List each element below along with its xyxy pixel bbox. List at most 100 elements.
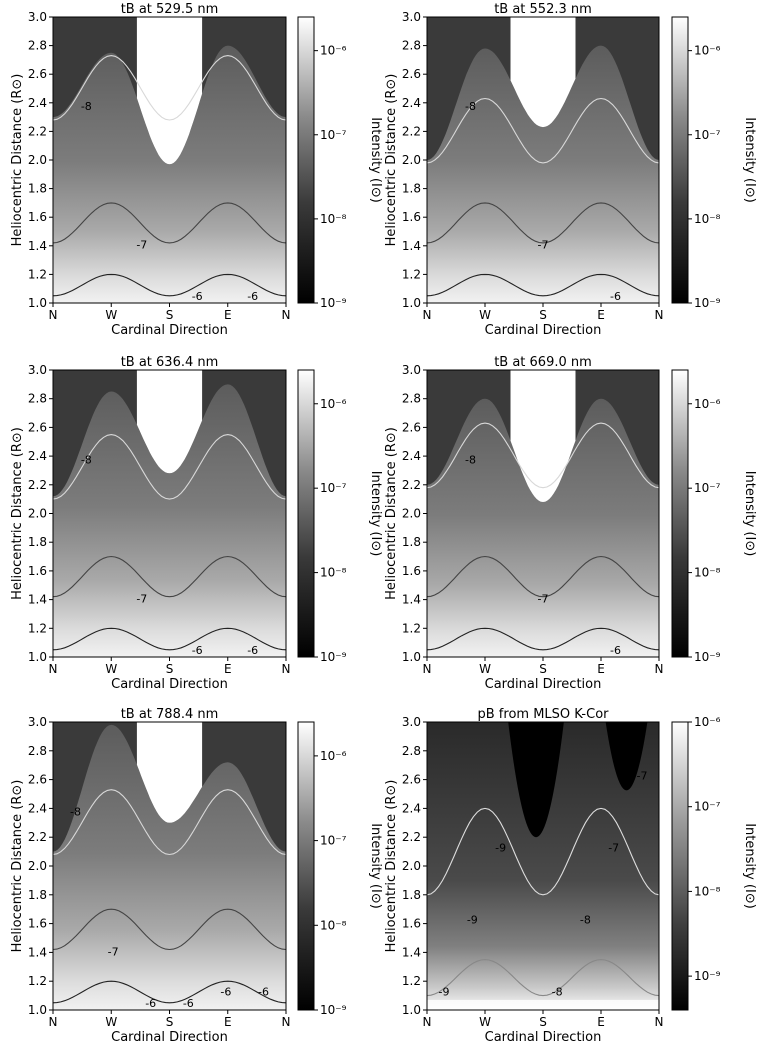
- x-tick-label: N: [49, 662, 58, 676]
- y-axis-label: Heliocentric Distance (R⊙): [10, 74, 25, 247]
- field-region: [427, 398, 659, 657]
- x-tick-label: N: [655, 662, 664, 676]
- x-tick-label: S: [539, 308, 547, 322]
- chart-title: tB at 788.4 nm: [121, 707, 219, 722]
- y-tick-label: 2.0: [28, 859, 47, 873]
- x-tick-label: N: [282, 662, 291, 676]
- contour-label: -7: [108, 945, 119, 958]
- y-tick-label: 2.6: [28, 773, 47, 787]
- y-tick-label: 1.6: [28, 564, 47, 578]
- x-tick-label: E: [224, 662, 232, 676]
- chart-panel-6: -9 -9 -9 -9 -8 -8 -7 -7 pB from MLSO K-Cor 1.0 1.2…: [384, 707, 757, 1045]
- y-axis-label: Heliocentric Distance (R⊙): [10, 780, 25, 953]
- x-tick-label: E: [224, 1015, 232, 1029]
- colorbar-tick-label: 10⁻⁸: [694, 212, 721, 226]
- x-axis-label: Cardinal Direction: [111, 677, 228, 692]
- y-tick-label: 2.0: [28, 153, 47, 167]
- contour-line: [52, 789, 287, 856]
- colorbar-tick-label: 10⁻⁹: [320, 650, 347, 664]
- colorbar-tick-label: 10⁻⁷: [320, 128, 347, 142]
- contour-line: [52, 273, 287, 297]
- y-tick-label: 1.6: [402, 210, 421, 224]
- colorbar: [671, 721, 689, 1011]
- x-tick-label: E: [597, 662, 605, 676]
- contour-label: -6: [183, 997, 194, 1010]
- y-tick-label: 1.8: [402, 888, 421, 902]
- x-tick-label: S: [539, 1015, 547, 1029]
- contour-label: -8: [465, 100, 476, 113]
- contour-label: -6: [192, 644, 203, 657]
- x-tick-label: N: [282, 308, 291, 322]
- y-tick-label: 1.8: [28, 182, 47, 196]
- contour-line: [52, 908, 287, 951]
- y-tick-label: 2.6: [402, 420, 421, 434]
- contour-line: [426, 202, 660, 244]
- colorbar-tick-label: 10⁻⁶: [320, 397, 347, 411]
- contour-line: [426, 97, 660, 164]
- contour-line: [52, 627, 287, 651]
- chart-panel-4: -8 -7 -6 tB at 669.0 nm 1.0 1.2 1.4 1.6 1.8 2.0 2.…: [384, 355, 757, 692]
- colorbar-tick-label: 10⁻⁹: [320, 1003, 347, 1017]
- contour-line: [52, 434, 287, 500]
- y-tick-label: 2.8: [402, 744, 421, 758]
- y-tick-label: 3.0: [28, 363, 47, 377]
- y-tick-label: 3.0: [402, 363, 421, 377]
- colorbar-label: Intensity (I⊙): [368, 823, 383, 909]
- x-axis-label: Cardinal Direction: [111, 323, 228, 338]
- y-tick-label: 1.6: [402, 917, 421, 931]
- contour-label: -8: [81, 453, 92, 466]
- contour-label: -9: [439, 986, 450, 999]
- y-tick-label: 2.2: [28, 478, 47, 492]
- y-tick-label: 2.0: [28, 507, 47, 521]
- y-tick-label: 3.0: [402, 10, 421, 24]
- y-tick-label: 2.2: [28, 124, 47, 138]
- y-tick-label: 1.8: [28, 888, 47, 902]
- colorbar-label: Intensity (I⊙): [742, 117, 757, 203]
- y-tick-label: 1.0: [28, 296, 47, 310]
- y-tick-label: 3.0: [28, 715, 47, 729]
- colorbar-tick-label: 10⁻⁷: [694, 128, 721, 142]
- y-tick-label: 2.6: [402, 67, 421, 81]
- x-tick-label: W: [479, 662, 491, 676]
- contour-line: [52, 555, 287, 598]
- x-axis-label: Cardinal Direction: [485, 1030, 602, 1045]
- chart-panel-2: -8 -7 -6 tB at 552.3 nm 1.0 1.2 1.4 1.6 1.8 2.0 2.…: [384, 2, 757, 338]
- x-tick-label: S: [166, 308, 174, 322]
- y-tick-label: 1.0: [28, 1003, 47, 1017]
- contour-line: [426, 422, 660, 489]
- contour-label: -6: [247, 644, 258, 657]
- y-tick-label: 2.4: [402, 801, 421, 815]
- y-tick-label: 1.0: [402, 296, 421, 310]
- inner-ring: [427, 999, 659, 1010]
- contour-label: -7: [538, 593, 549, 606]
- y-tick-label: 2.6: [28, 420, 47, 434]
- y-tick-label: 1.4: [402, 945, 421, 959]
- contour-line: [426, 807, 660, 896]
- colorbar-tick-label: 10⁻⁸: [320, 212, 347, 226]
- contour-label: -6: [220, 986, 231, 999]
- y-tick-label: 1.0: [402, 1003, 421, 1017]
- contour-label: -8: [552, 986, 563, 999]
- y-tick-label: 2.0: [402, 153, 421, 167]
- colorbar-tick-label: 10⁻⁸: [320, 918, 347, 932]
- colorbar-tick-label: 10⁻⁷: [694, 481, 721, 495]
- x-tick-label: N: [282, 1015, 291, 1029]
- chart-title: tB at 552.3 nm: [494, 2, 592, 17]
- colorbar-tick-label: 10⁻⁷: [694, 800, 721, 814]
- colorbar: [297, 721, 315, 1011]
- blank-region: [510, 370, 576, 502]
- y-tick-label: 2.8: [28, 744, 47, 758]
- contour-label: -6: [610, 644, 621, 657]
- y-tick-label: 1.2: [28, 621, 47, 635]
- contour-label: -9: [467, 914, 478, 927]
- contour-line: [52, 55, 287, 121]
- y-axis-label: Heliocentric Distance (R⊙): [10, 427, 25, 600]
- x-tick-label: W: [479, 1015, 491, 1029]
- contour-label: -7: [136, 593, 147, 606]
- chart-panel-1: -8 -7 -6 -6 tB at 529.5 nm 1.0 1.2 1.4 1.6 1.8 2.0…: [10, 2, 383, 338]
- contour-label: -6: [192, 290, 203, 303]
- contour-label: -7: [538, 239, 549, 252]
- y-tick-label: 1.6: [402, 564, 421, 578]
- colorbar-tick-label: 10⁻⁶: [320, 44, 347, 58]
- y-tick-label: 1.2: [402, 267, 421, 281]
